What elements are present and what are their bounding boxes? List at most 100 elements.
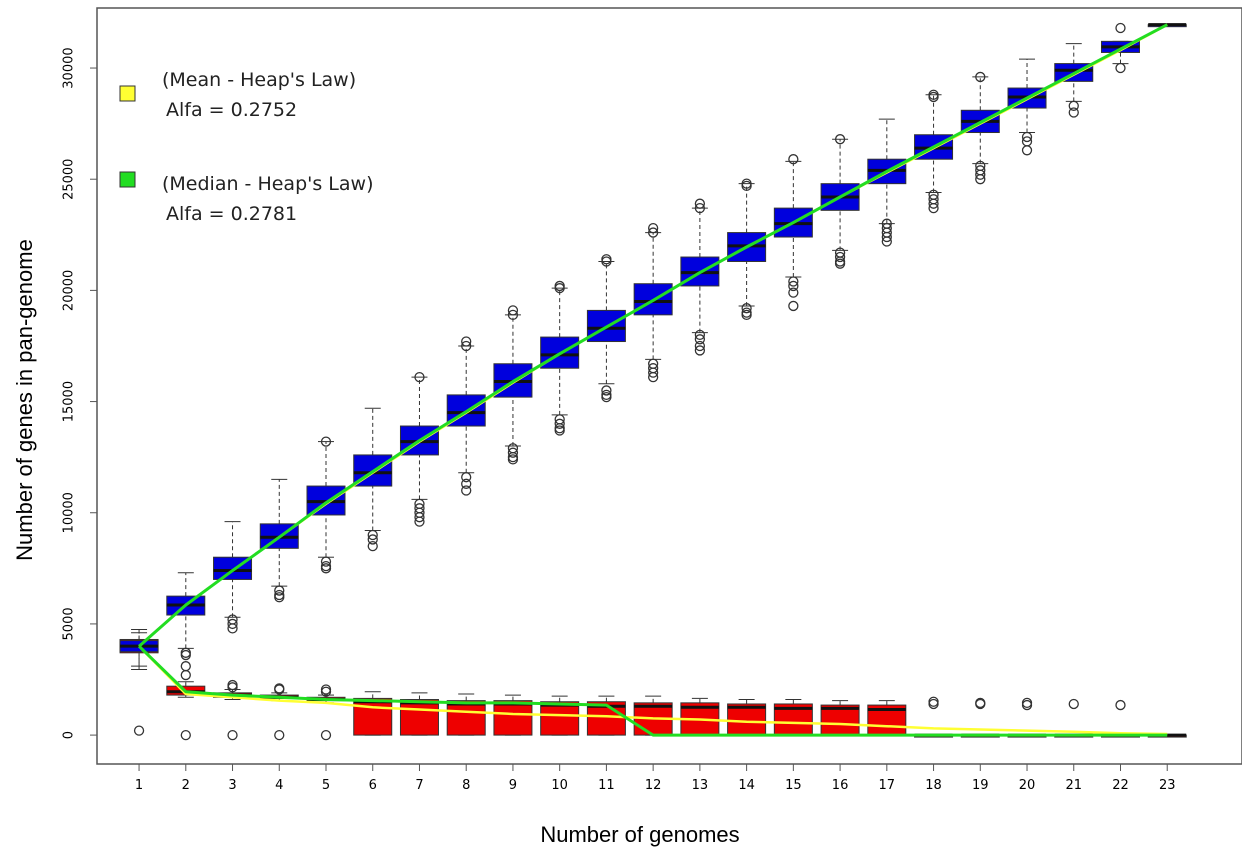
- legend: (Mean - Heap's Law) Alfa = 0.2752 (Media…: [119, 69, 373, 225]
- box: [493, 700, 533, 736]
- outlier-point: [367, 529, 378, 541]
- outlier-point: [975, 698, 986, 710]
- legend-swatch-median: [119, 171, 136, 188]
- outlier-point: [554, 283, 565, 294]
- legend-swatch-mean: [119, 85, 136, 102]
- pan-genome-box: [727, 178, 767, 320]
- pan-genome-box: [820, 134, 860, 269]
- outlier-point: [834, 251, 846, 263]
- outlier-point: [320, 563, 332, 574]
- legend-median-alfa: Alfa = 0.2781: [166, 203, 297, 225]
- box-series: [119, 22, 1187, 741]
- legend-median-label: (Median - Heap's Law): [162, 173, 373, 195]
- x-tick-label: 14: [738, 778, 755, 793]
- core-genome-box: [680, 697, 720, 736]
- pan-genome-box: [914, 89, 954, 214]
- outlier-point: [274, 585, 285, 596]
- outlier-point: [788, 276, 799, 287]
- x-axis-title: Number of genomes: [540, 822, 739, 847]
- outlier-point: [461, 485, 472, 496]
- x-tick-label: 15: [785, 778, 802, 793]
- median-pan-line: [138, 23, 1168, 648]
- x-tick-label: 21: [1065, 778, 1082, 793]
- outlier-point: [741, 303, 752, 314]
- outlier-point: [1021, 131, 1033, 143]
- x-tick-label: 6: [369, 778, 377, 793]
- outlier-point: [414, 512, 425, 523]
- outlier-point: [1068, 107, 1079, 118]
- outlier-point: [180, 729, 191, 741]
- outlier-point: [461, 472, 472, 483]
- y-tick-label: 0: [62, 731, 77, 739]
- pan-genome-box: [1100, 22, 1140, 74]
- core-genome-box: [213, 679, 253, 741]
- core-genome-box: [820, 700, 860, 736]
- outlier-point: [554, 418, 565, 429]
- legend-mean-label: (Mean - Heap's Law): [162, 69, 356, 91]
- outlier-point: [227, 729, 238, 741]
- outlier-point: [647, 227, 659, 238]
- outlier-point: [320, 729, 332, 741]
- y-tick-label: 5000: [62, 607, 77, 640]
- box: [820, 704, 860, 736]
- box: [727, 703, 767, 736]
- outlier-point: [274, 729, 285, 741]
- outlier-point: [507, 447, 519, 458]
- outlier-point: [601, 385, 612, 396]
- outlier-point: [928, 91, 939, 103]
- outlier-point: [1115, 22, 1126, 34]
- core-genome-box: [867, 700, 907, 736]
- y-axis-title: Number of genes in pan-genome: [12, 239, 37, 561]
- x-tick-label: 10: [551, 778, 568, 793]
- x-tick-label: 3: [228, 778, 236, 793]
- outlier-point: [601, 256, 612, 267]
- outlier-point: [694, 198, 706, 209]
- x-tick-label: 8: [462, 778, 470, 793]
- pan-genome-box: [773, 154, 813, 312]
- outlier-point: [180, 661, 191, 672]
- outlier-point: [788, 300, 799, 312]
- core-genome-box: [1100, 699, 1140, 738]
- outlier-point: [461, 340, 472, 352]
- outlier-point: [320, 556, 332, 567]
- y-tick-label: 25000: [62, 159, 77, 200]
- outlier-point: [507, 454, 519, 465]
- core-genome-box: [914, 696, 954, 738]
- outlier-point: [975, 174, 986, 185]
- x-tick-label: 17: [879, 778, 896, 793]
- pan-genome-box: [680, 198, 720, 356]
- outlier-point: [601, 391, 612, 403]
- box: [399, 699, 439, 736]
- pan-genome-box: [867, 118, 907, 247]
- outlier-point: [180, 669, 191, 681]
- outlier-point: [694, 202, 706, 214]
- outlier-point: [694, 329, 706, 341]
- pan-genome-box: [633, 222, 673, 383]
- outlier-point: [694, 334, 706, 345]
- outlier-point: [1115, 62, 1126, 74]
- box: [446, 700, 486, 736]
- outlier-point: [461, 478, 472, 489]
- outlier-point: [320, 686, 332, 697]
- outlier-point: [180, 649, 191, 661]
- pan-genome-box: [493, 305, 533, 465]
- y-tick-label: 20000: [62, 270, 77, 311]
- x-tick-label: 22: [1112, 778, 1129, 793]
- outlier-point: [694, 340, 706, 352]
- core-genome-box: [399, 692, 439, 736]
- y-tick-label: 10000: [62, 492, 77, 533]
- core-genome-box: [446, 693, 486, 736]
- x-tick-label: 1: [135, 778, 143, 793]
- pan-genome-box: [259, 478, 299, 603]
- outlier-point: [367, 534, 378, 545]
- core-genome-box: [727, 699, 767, 736]
- outlier-point: [1068, 698, 1079, 710]
- core-genome-box: [353, 691, 393, 736]
- outlier-point: [881, 231, 892, 243]
- outlier-point: [414, 516, 425, 527]
- outlier-point: [461, 336, 472, 347]
- outlier-point: [227, 682, 238, 693]
- y-tick-label: 15000: [62, 381, 77, 422]
- x-tick-label: 16: [832, 778, 849, 793]
